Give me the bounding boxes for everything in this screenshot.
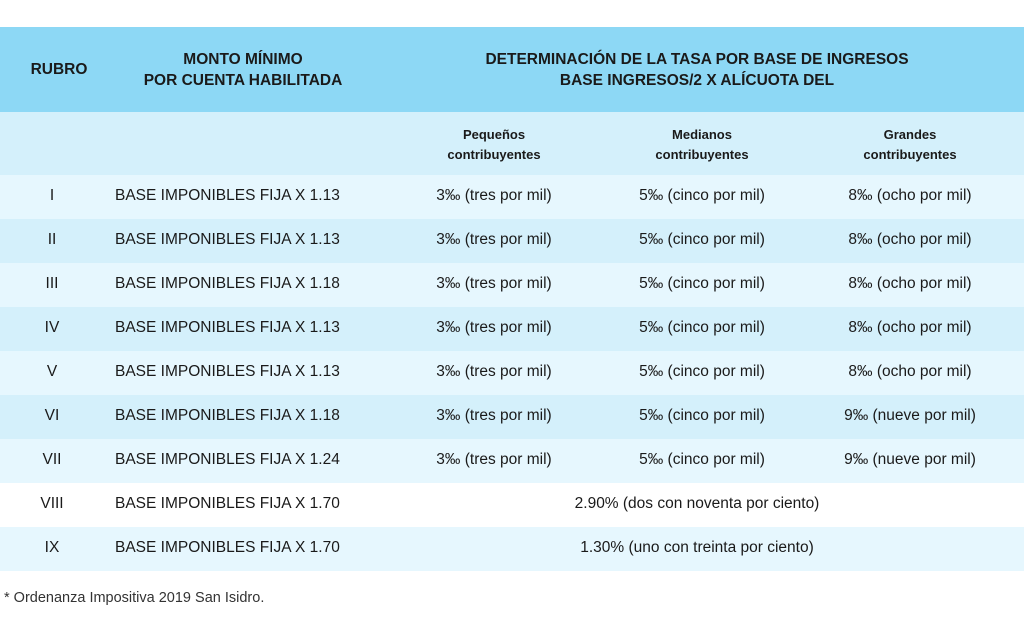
cell-monto: BASE IMPONIBLES FIJA X 1.13	[115, 231, 340, 248]
cell-grandes: 8‰ (ocho por mil)	[848, 231, 972, 248]
cell-grandes: 8‰ (ocho por mil)	[848, 187, 972, 204]
footnote: * Ordenanza Impositiva 2019 San Isidro.	[4, 590, 265, 606]
subheader-medianos-line1: Medianos	[672, 127, 732, 142]
table-row: IX BASE IMPONIBLES FIJA X 1.70 1.30% (un…	[0, 527, 1024, 571]
cell-pequenos: 3‰ (tres por mil)	[436, 187, 552, 204]
cell-monto: BASE IMPONIBLES FIJA X 1.13	[115, 319, 340, 336]
cell-rubro: VIII	[40, 495, 64, 512]
cell-rubro: IX	[44, 539, 60, 556]
subheader-grandes-line1: Grandes	[883, 127, 937, 142]
cell-pequenos: 3‰ (tres por mil)	[436, 407, 552, 424]
cell-rubro: I	[49, 187, 55, 204]
cell-rubro: III	[45, 275, 59, 292]
header-rubro: RUBRO	[30, 61, 88, 78]
header-det-line2: BASE INGRESOS/2 X ALÍCUOTA DEL	[559, 72, 835, 89]
table-row: I BASE IMPONIBLES FIJA X 1.13 3‰ (tres p…	[0, 175, 1024, 219]
table-row: VII BASE IMPONIBLES FIJA X 1.24 3‰ (tres…	[0, 439, 1024, 483]
cell-medianos: 5‰ (cinco por mil)	[639, 231, 765, 248]
cell-medianos: 5‰ (cinco por mil)	[639, 363, 765, 380]
table-row: VI BASE IMPONIBLES FIJA X 1.18 3‰ (tres …	[0, 395, 1024, 439]
cell-monto: BASE IMPONIBLES FIJA X 1.24	[115, 451, 340, 468]
subheader-medianos: Medianos contribuyentes	[602, 125, 802, 165]
subheader-pequenos: Pequeños contribuyentes	[394, 125, 594, 165]
subheader-pequenos-line2: contribuyentes	[447, 147, 541, 162]
cell-medianos: 5‰ (cinco por mil)	[639, 275, 765, 292]
subheader-grandes-line2: contribuyentes	[863, 147, 957, 162]
cell-rubro: VI	[44, 407, 60, 424]
table-row: III BASE IMPONIBLES FIJA X 1.18 3‰ (tres…	[0, 263, 1024, 307]
header-determinacion: DETERMINACIÓN DE LA TASA POR BASE DE ING…	[370, 49, 1024, 91]
cell-monto: BASE IMPONIBLES FIJA X 1.18	[115, 407, 340, 424]
cell-pequenos: 3‰ (tres por mil)	[436, 451, 552, 468]
cell-combined-rate: 1.30% (uno con treinta por ciento)	[580, 539, 814, 556]
table-row: IV BASE IMPONIBLES FIJA X 1.13 3‰ (tres …	[0, 307, 1024, 351]
subheader-grandes: Grandes contribuyentes	[810, 125, 1010, 165]
header-monto: MONTO MÍNIMO POR CUENTA HABILITADA	[118, 49, 368, 91]
cell-pequenos: 3‰ (tres por mil)	[436, 319, 552, 336]
cell-grandes: 8‰ (ocho por mil)	[848, 275, 972, 292]
cell-medianos: 5‰ (cinco por mil)	[639, 187, 765, 204]
cell-grandes: 8‰ (ocho por mil)	[848, 363, 972, 380]
cell-monto: BASE IMPONIBLES FIJA X 1.70	[115, 495, 340, 512]
cell-rubro: V	[46, 363, 58, 380]
header-monto-line1: MONTO MÍNIMO	[183, 51, 303, 68]
table-row: II BASE IMPONIBLES FIJA X 1.13 3‰ (tres …	[0, 219, 1024, 263]
cell-pequenos: 3‰ (tres por mil)	[436, 363, 552, 380]
subheader-medianos-line2: contribuyentes	[655, 147, 749, 162]
cell-medianos: 5‰ (cinco por mil)	[639, 407, 765, 424]
cell-medianos: 5‰ (cinco por mil)	[639, 451, 765, 468]
cell-combined-rate: 2.90% (dos con noventa por ciento)	[574, 495, 820, 512]
cell-pequenos: 3‰ (tres por mil)	[436, 231, 552, 248]
cell-monto: BASE IMPONIBLES FIJA X 1.18	[115, 275, 340, 292]
cell-monto: BASE IMPONIBLES FIJA X 1.13	[115, 363, 340, 380]
table-row: V BASE IMPONIBLES FIJA X 1.13 3‰ (tres p…	[0, 351, 1024, 395]
cell-grandes: 9‰ (nueve por mil)	[844, 451, 976, 468]
cell-rubro: II	[47, 231, 57, 248]
cell-grandes: 9‰ (nueve por mil)	[844, 407, 976, 424]
cell-monto: BASE IMPONIBLES FIJA X 1.70	[115, 539, 340, 556]
header-monto-line2: POR CUENTA HABILITADA	[143, 72, 343, 89]
table-header: RUBRO MONTO MÍNIMO POR CUENTA HABILITADA…	[0, 27, 1024, 112]
cell-grandes: 8‰ (ocho por mil)	[848, 319, 972, 336]
table-subheader: Pequeños contribuyentes Medianos contrib…	[0, 112, 1024, 175]
cell-medianos: 5‰ (cinco por mil)	[639, 319, 765, 336]
subheader-pequenos-line1: Pequeños	[462, 127, 526, 142]
table-row: VIII BASE IMPONIBLES FIJA X 1.70 2.90% (…	[0, 483, 1024, 527]
cell-rubro: IV	[44, 319, 60, 336]
cell-monto: BASE IMPONIBLES FIJA X 1.13	[115, 187, 340, 204]
cell-rubro: VII	[42, 451, 62, 468]
header-det-line1: DETERMINACIÓN DE LA TASA POR BASE DE ING…	[485, 51, 909, 68]
tax-table: RUBRO MONTO MÍNIMO POR CUENTA HABILITADA…	[0, 27, 1024, 571]
cell-pequenos: 3‰ (tres por mil)	[436, 275, 552, 292]
